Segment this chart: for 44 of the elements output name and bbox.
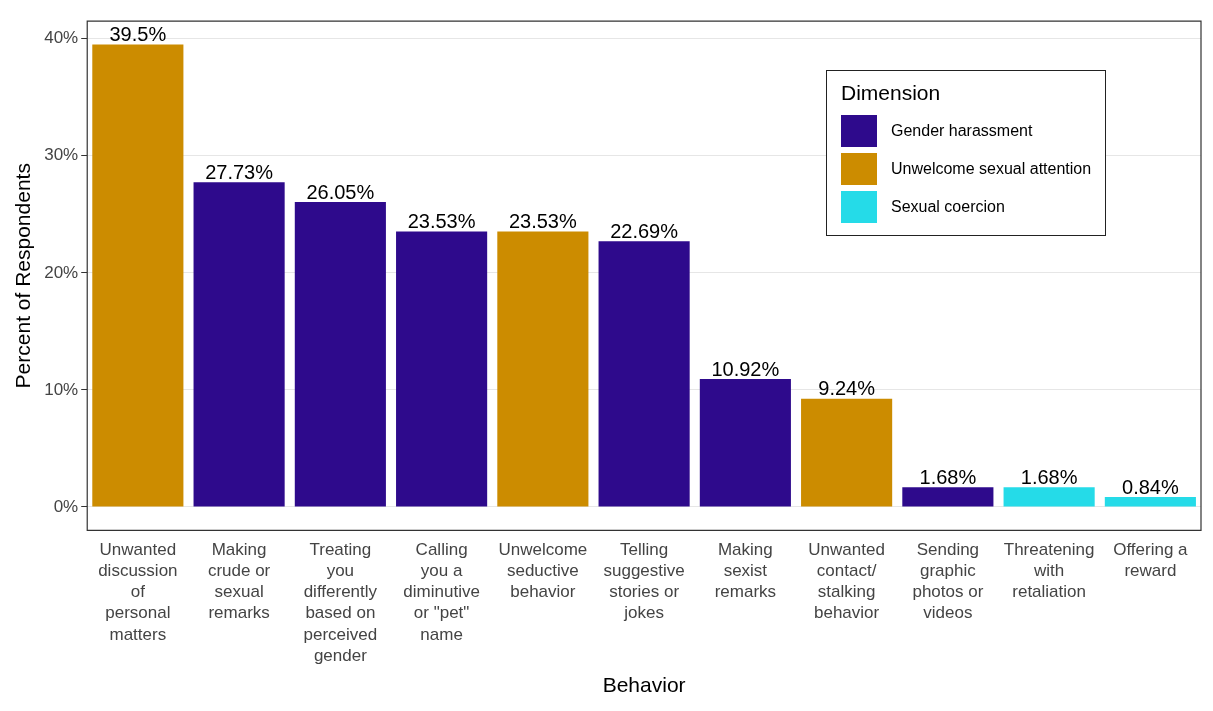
x-tick-label: Unwelcome seductive behavior [498, 539, 588, 602]
data-label: 10.92% [711, 357, 780, 380]
x-tick-label: Making sexist remarks [714, 539, 777, 602]
data-label: 26.05% [306, 180, 375, 203]
x-tick-label: Unwanted discussion of personal matters [98, 539, 178, 644]
x-axis-title: Behavior [602, 673, 686, 697]
x-tick-label: Offering a reward [1113, 539, 1189, 580]
legend-label: Gender harassment [891, 122, 1033, 140]
x-tick-label: Treating you differently based on perceived gender [303, 539, 378, 665]
bar [1003, 487, 1095, 507]
data-label: 27.73% [205, 160, 274, 183]
data-label: 39.5% [109, 23, 167, 46]
bar [497, 231, 589, 507]
data-label: 22.69% [610, 219, 679, 242]
bar [699, 379, 791, 507]
y-tick-label: 40% [44, 28, 79, 48]
x-tick-label: Calling you a diminutive or "pet" name [403, 539, 480, 644]
x-tick-label: Unwanted contact/stalking behavior [808, 539, 885, 623]
y-tick-label: 10% [44, 379, 79, 399]
x-tick-label: Telling suggestive stories or jokes [603, 539, 685, 623]
bar [598, 241, 690, 507]
data-label: 23.53% [508, 210, 577, 233]
data-label: 9.24% [818, 377, 876, 400]
legend-title: Dimension [841, 81, 942, 105]
legend-label: Unwelcome sexual attention [891, 160, 1092, 178]
bar [396, 231, 488, 507]
x-tick-label: Threatening with retaliation [1003, 539, 1095, 602]
bar [902, 487, 994, 507]
x-tick-label: Making crude or sexual remarks [207, 539, 271, 623]
data-label: 0.84% [1122, 475, 1179, 498]
x-tick-label: Sending graphic photos or videos [912, 539, 984, 623]
bar [92, 44, 184, 507]
data-label: 1.68% [919, 465, 977, 488]
legend-label: Sexual coercion [891, 198, 1005, 216]
bar [801, 398, 893, 507]
y-tick-label: 0% [53, 496, 79, 516]
data-label: 23.53% [407, 210, 476, 233]
y-tick-label: 20% [44, 262, 79, 282]
bar [193, 182, 285, 507]
bar [294, 202, 386, 507]
data-label: 1.68% [1020, 465, 1078, 488]
y-tick-label: 30% [44, 145, 79, 165]
y-axis-title: Percent of Respondents [11, 163, 35, 389]
bar [1104, 497, 1196, 507]
